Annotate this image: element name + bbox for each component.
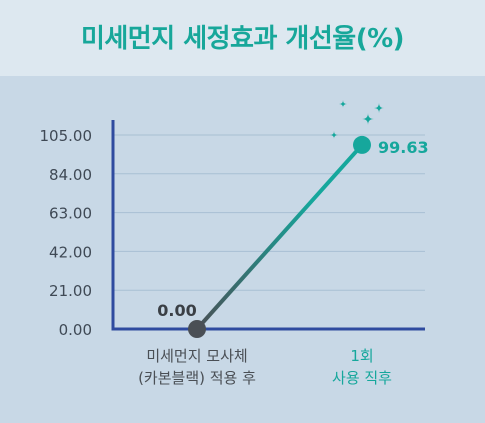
- chart-title: 미세먼지 세정효과 개선율(%): [80, 24, 405, 54]
- x-category-label: (카본블랙) 적용 후: [138, 369, 256, 387]
- y-tick-label: 0.00: [59, 321, 92, 339]
- sparkle-icon: [374, 103, 384, 113]
- y-tick-label: 21.00: [49, 282, 92, 300]
- data-label-end: 99.63: [378, 138, 429, 157]
- x-category-label: 사용 직후: [332, 369, 392, 387]
- data-point-end: [353, 135, 371, 154]
- y-tick-label: 63.00: [49, 205, 92, 223]
- y-tick-label: 84.00: [49, 166, 92, 184]
- sparkle-icon: [339, 100, 347, 108]
- title-banner: [0, 0, 485, 76]
- x-category-label: 1회: [350, 347, 373, 365]
- data-label-start: 0.00: [157, 301, 196, 320]
- data-point-start: [188, 320, 206, 338]
- sparkle-icon: [362, 113, 374, 125]
- series-line: [195, 143, 364, 331]
- sparkle-icon: [330, 131, 338, 139]
- y-tick-label: 105.00: [40, 127, 93, 145]
- x-category-label: 미세먼지 모사체: [146, 347, 247, 365]
- y-tick-label: 42.00: [49, 243, 92, 261]
